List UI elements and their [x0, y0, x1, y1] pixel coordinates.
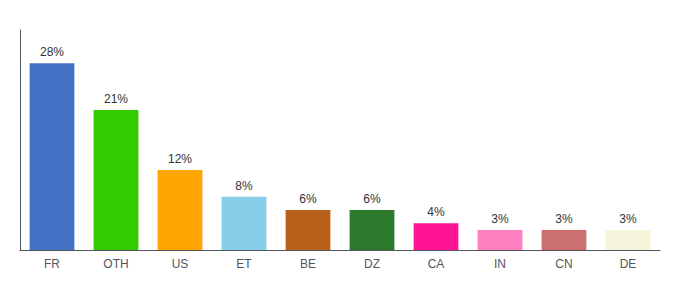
svg-text:4%: 4%: [427, 205, 445, 219]
svg-text:OTH: OTH: [103, 257, 128, 271]
svg-text:ET: ET: [236, 257, 252, 271]
svg-text:DZ: DZ: [364, 257, 380, 271]
svg-text:FR: FR: [44, 257, 60, 271]
svg-text:6%: 6%: [299, 192, 317, 206]
svg-text:3%: 3%: [619, 212, 637, 226]
svg-text:21%: 21%: [104, 92, 128, 106]
svg-text:3%: 3%: [555, 212, 573, 226]
svg-text:BE: BE: [300, 257, 316, 271]
svg-text:IN: IN: [494, 257, 506, 271]
svg-text:DE: DE: [620, 257, 637, 271]
svg-text:CN: CN: [555, 257, 572, 271]
svg-text:3%: 3%: [491, 212, 509, 226]
svg-text:CA: CA: [428, 257, 445, 271]
svg-text:8%: 8%: [235, 179, 253, 193]
svg-text:6%: 6%: [363, 192, 381, 206]
svg-text:28%: 28%: [40, 45, 64, 59]
svg-text:12%: 12%: [168, 152, 192, 166]
svg-text:US: US: [172, 257, 189, 271]
